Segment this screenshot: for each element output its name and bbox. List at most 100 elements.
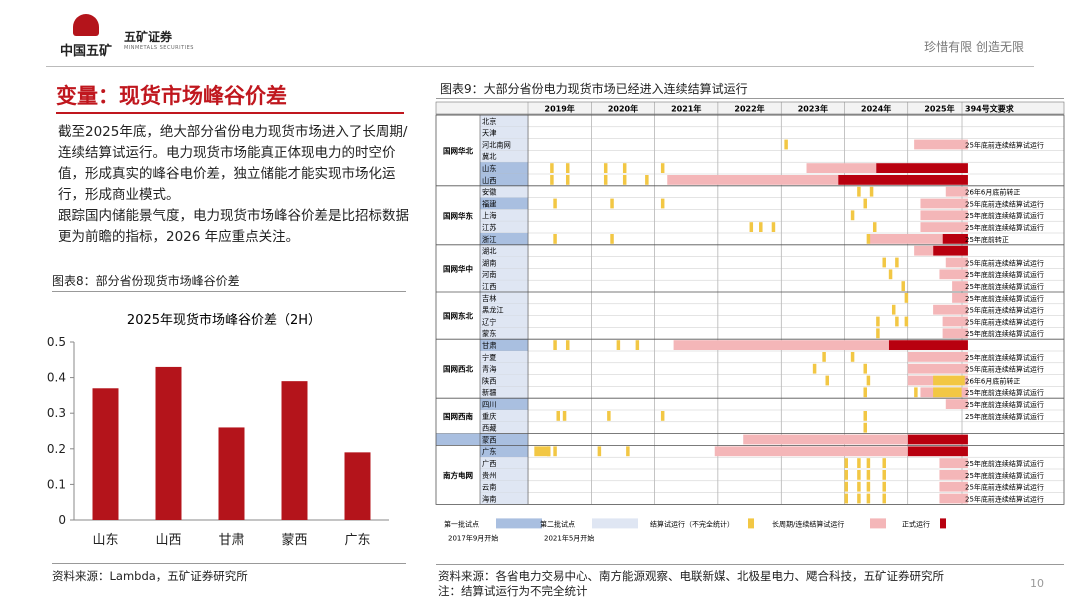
status-bar (939, 458, 968, 468)
province-cell (480, 268, 528, 281)
settlement-tick (872, 222, 877, 232)
status-bar (869, 234, 943, 244)
settlement-block (534, 446, 551, 457)
fig8-title-rule (52, 291, 406, 292)
settlement-tick (850, 210, 855, 221)
settlement-tick (553, 340, 557, 350)
settlement-tick (550, 163, 554, 173)
settlement-tick (895, 257, 899, 268)
province-label: 江苏 (482, 223, 496, 232)
year-header: 2024年 (861, 104, 891, 114)
settlement-tick (876, 328, 880, 339)
requirement-label: 25年底前连续结算试运行 (965, 270, 1044, 279)
group-label: 南方电网 (443, 470, 473, 480)
province-cell (480, 221, 528, 233)
settlement-tick (882, 481, 886, 492)
y-tick-label: 0.4 (47, 371, 66, 385)
status-bar (743, 434, 908, 445)
province-label: 重庆 (482, 412, 496, 421)
status-bar (673, 340, 889, 350)
requirement-label: 25年底前连续结算试运行 (965, 258, 1044, 267)
requirement-header: 394号文要求 (965, 104, 1015, 114)
province-cell (480, 138, 528, 151)
year-header: 2019年 (545, 104, 575, 114)
requirement-label: 25年底前连续结算试运行 (965, 329, 1044, 338)
peak-valley-bar-chart: 2025年现货市场峰谷价差（2H） 0 0.1 0.2 0.3 0.4 0.5 山东 山西 甘… (47, 312, 389, 548)
status-bar (714, 446, 908, 457)
status-bar (876, 163, 968, 173)
settlement-tick (882, 493, 886, 504)
requirement-label: 25年底前连续结算试运行 (965, 306, 1044, 315)
settlement-tick (597, 446, 602, 457)
settlement-tick (616, 340, 621, 350)
bar-1 (155, 366, 182, 520)
province-cell (480, 492, 528, 505)
fig9-title: 图表9：大部分省份电力现货市场已经进入连续结算试运行 (440, 82, 748, 96)
province-label: 蒙西 (482, 435, 496, 444)
requirement-label: 25年底前连续结算试运行 (965, 471, 1044, 480)
status-bar (942, 234, 968, 244)
table-border (435, 114, 1065, 505)
status-bar (952, 281, 968, 291)
settlement-tick (660, 198, 665, 209)
status-bar (939, 470, 968, 480)
province-label: 福建 (482, 199, 496, 208)
province-label: 云南 (482, 483, 496, 492)
header-divider (46, 66, 1034, 67)
settlement-tick (556, 411, 560, 421)
province-cell (480, 386, 528, 399)
province-label: 广东 (482, 447, 496, 456)
fig9-source: 资料来源：各省电力交易中心、南方能源观察、电联新媒、北极星电力、飔合科技，五矿证… (438, 569, 944, 583)
year-header: 2020年 (608, 104, 638, 114)
settlement-tick (882, 257, 886, 268)
status-bar (939, 481, 968, 492)
province-cell (480, 410, 528, 422)
status-bar (939, 269, 968, 280)
header: 中国五矿 五矿证券 MINMETALS SECURITIES 珍惜有限 创造无限 (0, 0, 1080, 68)
settlement-tick (553, 446, 557, 457)
province-cell (480, 433, 528, 446)
province-label: 黑龙江 (482, 306, 504, 315)
settlement-tick (914, 387, 918, 398)
group-label: 国网西北 (443, 364, 473, 374)
legend-label: 第二批试点 (540, 519, 575, 528)
province-cell (480, 256, 528, 269)
settlement-tick (844, 493, 848, 504)
legend-sublabel: 2017年9月开始 (448, 533, 498, 542)
status-bar (939, 493, 968, 504)
group-cell-fill (436, 433, 480, 446)
province-label: 新疆 (482, 388, 496, 397)
fig9-source-rule (436, 564, 1064, 565)
year-header: 2021年 (671, 104, 701, 114)
province-cell (480, 480, 528, 493)
province-cell (480, 445, 528, 458)
settlement-tick (622, 175, 627, 185)
settlement-tick (891, 304, 896, 315)
settlement-tick (749, 222, 754, 232)
province-cell (480, 174, 528, 186)
settlement-tick (863, 411, 867, 421)
province-cell (480, 126, 528, 139)
legend-label: 正式运行 (902, 519, 930, 528)
fig8-source-rule (52, 563, 406, 564)
status-bar (933, 304, 968, 315)
legend-label: 结算试运行（不完全统计） (650, 519, 734, 528)
settlement-tick (866, 481, 871, 492)
province-cell (480, 327, 528, 340)
settlement-tick (635, 340, 640, 350)
x-tick-label: 广东 (344, 533, 370, 548)
settlement-tick (895, 316, 899, 327)
page-number: 10 (1030, 577, 1044, 590)
requirement-label: 25年底前连续结算试运行 (965, 412, 1044, 421)
legend-swatch (748, 518, 754, 529)
x-tick-label: 蒙西 (281, 533, 307, 548)
settlement-tick (603, 175, 608, 185)
settlement-tick (904, 316, 909, 327)
x-tick-label: 山东 (92, 533, 118, 548)
province-cell (480, 362, 528, 375)
settlement-tick (822, 352, 826, 362)
status-bar (952, 293, 968, 303)
logo-secondary-text: 五矿证券 (124, 30, 173, 44)
province-cell (480, 185, 528, 198)
y-tick-label: 0.5 (47, 335, 66, 349)
